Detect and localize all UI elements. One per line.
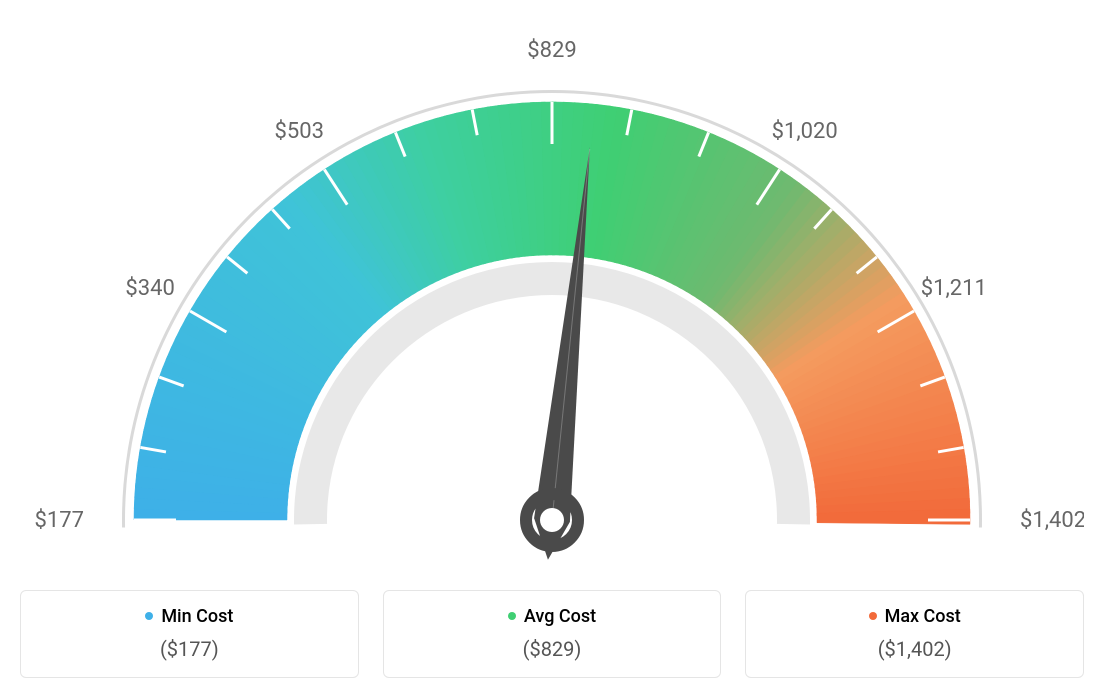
legend-label-min-text: Min Cost <box>161 606 233 627</box>
legend-label-avg: Avg Cost <box>508 606 596 627</box>
legend-value-avg: ($829) <box>384 637 721 661</box>
legend-card-min: Min Cost ($177) <box>20 590 359 678</box>
legend-label-max-text: Max Cost <box>885 606 961 627</box>
legend-card-max: Max Cost ($1,402) <box>745 590 1084 678</box>
legend-value-min: ($177) <box>21 637 358 661</box>
legend-label-min: Min Cost <box>145 606 233 627</box>
gauge-tick-label: $1,020 <box>772 119 838 144</box>
legend-dot-max <box>869 612 877 620</box>
gauge-tick-label: $503 <box>275 119 324 144</box>
legend-label-avg-text: Avg Cost <box>524 606 596 627</box>
gauge-tick-label: $1,402 <box>1020 508 1084 533</box>
legend-dot-min <box>145 612 153 620</box>
legend-row: Min Cost ($177) Avg Cost ($829) Max Cost… <box>20 590 1084 678</box>
gauge-tick-label: $829 <box>527 38 576 63</box>
legend-card-avg: Avg Cost ($829) <box>383 590 722 678</box>
legend-dot-avg <box>508 612 516 620</box>
legend-value-max: ($1,402) <box>746 637 1083 661</box>
gauge-svg: $177 $340 $503 $829 $1,020 $1,211 $1,402 <box>20 20 1084 580</box>
legend-label-max: Max Cost <box>869 606 961 627</box>
gauge-tick-label: $340 <box>125 276 174 301</box>
gauge-tick-label: $177 <box>35 508 84 533</box>
gauge-tick-label: $1,211 <box>921 276 987 301</box>
gauge-chart: $177 $340 $503 $829 $1,020 $1,211 $1,402 <box>20 20 1084 580</box>
